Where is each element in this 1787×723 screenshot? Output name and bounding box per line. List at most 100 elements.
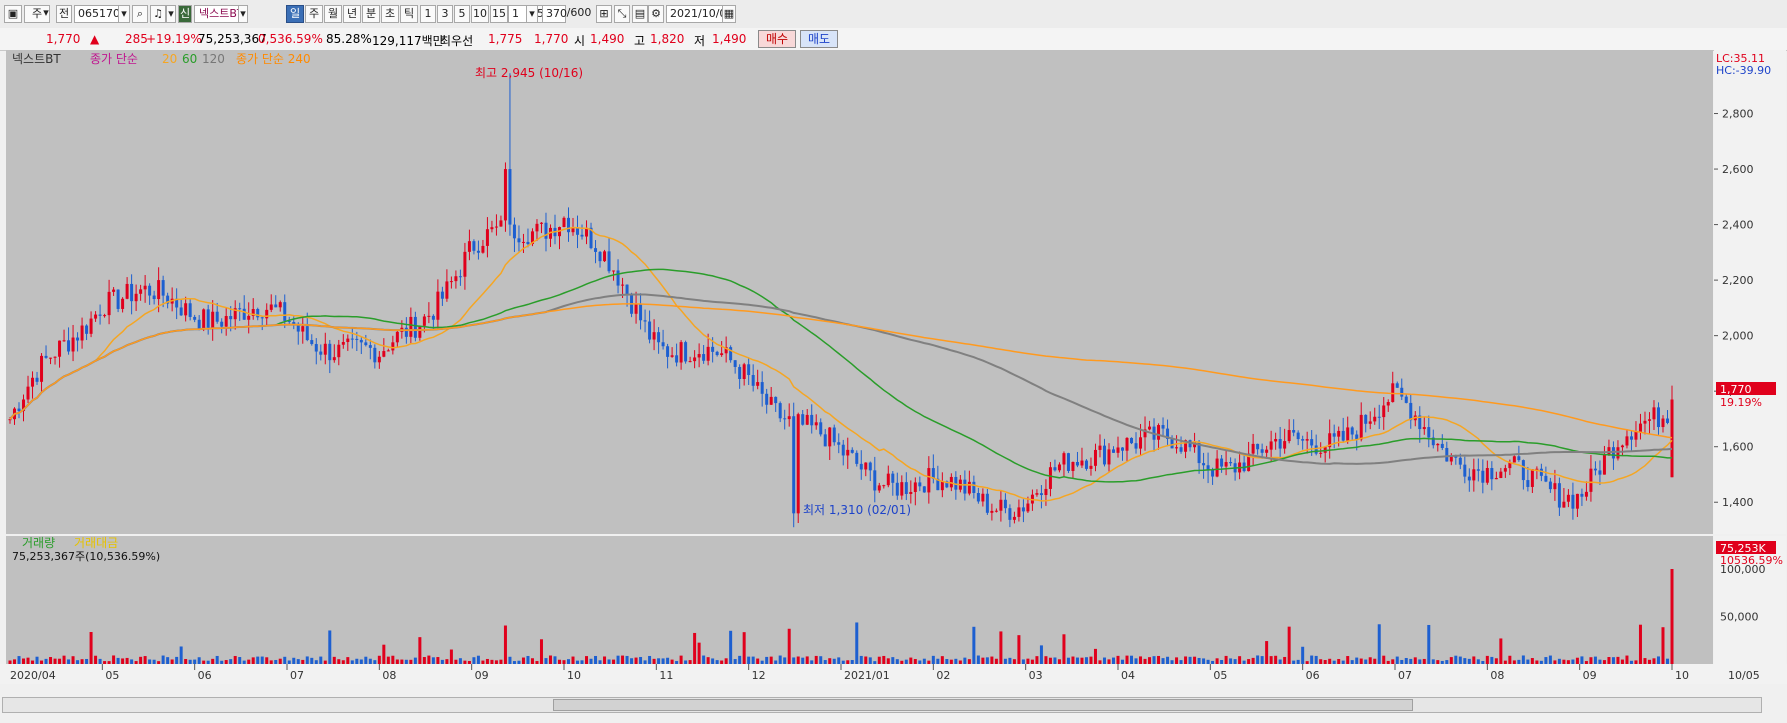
candle <box>427 315 431 317</box>
chevron-down-icon[interactable]: ▾ <box>43 6 49 19</box>
candle <box>787 416 791 420</box>
market-select[interactable]: 주 <box>24 5 50 23</box>
gear-icon[interactable]: ⚙ <box>648 5 664 23</box>
volume-bar <box>1508 655 1512 664</box>
volume-bar <box>823 660 827 664</box>
period-button[interactable]: 주 <box>305 5 323 23</box>
volume-bar <box>1580 656 1584 664</box>
month-label: 06 <box>198 669 212 682</box>
volume-bar <box>418 637 422 664</box>
volume-bar <box>1278 659 1282 664</box>
scroll-thumb[interactable] <box>553 699 1413 711</box>
tool-icon[interactable]: ⤡ <box>614 5 630 23</box>
period-button[interactable]: 월 <box>324 5 342 23</box>
window-icon[interactable]: ▣ <box>4 5 22 23</box>
period-button[interactable]: 년 <box>343 5 361 23</box>
volume-bar <box>49 657 53 664</box>
candle <box>467 241 471 252</box>
candle <box>859 463 863 470</box>
volume-panel <box>6 536 1713 664</box>
period-button[interactable]: 일 <box>286 5 304 23</box>
candle <box>1202 463 1206 466</box>
settings-grid-icon[interactable]: ⊞ <box>596 5 612 23</box>
candle <box>805 414 809 425</box>
code-dropdown[interactable]: ▾ <box>118 5 130 23</box>
candle <box>769 396 773 405</box>
calendar-icon[interactable]: ▦ <box>722 5 736 23</box>
volume-bar <box>981 657 985 664</box>
candle <box>458 276 462 278</box>
step-dropdown[interactable]: ▾ <box>526 5 538 23</box>
volume-bar <box>621 655 625 664</box>
candle <box>940 481 944 491</box>
candle <box>913 482 917 492</box>
sell-button[interactable]: 매도 <box>800 30 838 48</box>
volume-bar <box>413 657 417 664</box>
range-button[interactable]: 전 <box>56 5 72 23</box>
volume-bar <box>521 657 525 664</box>
candle <box>143 285 147 290</box>
candle <box>80 325 84 341</box>
candle <box>1539 468 1543 476</box>
candle <box>1517 456 1521 461</box>
candle <box>1346 427 1350 441</box>
period-button[interactable]: 분 <box>362 5 380 23</box>
candle <box>215 311 219 322</box>
candle <box>1247 453 1251 472</box>
date-input[interactable]: 2021/10/05 <box>666 5 736 23</box>
volume-bar <box>1337 659 1341 664</box>
count-input[interactable]: 370 <box>542 5 567 23</box>
volume-bar <box>251 657 255 664</box>
chart-scrollbar[interactable] <box>2 697 1762 713</box>
candle <box>1427 427 1431 438</box>
volume-bar <box>508 656 512 664</box>
buy-button[interactable]: 매수 <box>758 30 796 48</box>
candle <box>589 227 593 249</box>
step-button[interactable]: 3 <box>437 5 453 23</box>
candle <box>1431 437 1435 446</box>
speaker-icon[interactable]: ♫ <box>150 5 166 23</box>
candle <box>1625 436 1629 446</box>
volume-bar <box>1665 658 1669 664</box>
candle <box>1422 427 1426 430</box>
search-icon[interactable]: ⌕ <box>132 5 148 23</box>
speaker-dropdown[interactable]: ▾ <box>166 5 176 23</box>
candle <box>850 449 854 453</box>
legend-stock-name: 넥스트BT <box>12 52 61 66</box>
legend-ma240: 종가 단순 240 <box>236 52 311 66</box>
step-button[interactable]: 5 <box>454 5 470 23</box>
volume-bar <box>1422 658 1426 664</box>
volume-bar <box>751 656 755 664</box>
candle <box>733 360 737 367</box>
volume-bar <box>400 659 404 664</box>
volume-bar <box>233 655 237 664</box>
price-chart[interactable]: 2,8002,6002,4002,2002,0001,8001,6001,400… <box>0 50 1787 695</box>
name-dropdown[interactable]: ▾ <box>238 5 248 23</box>
step-button[interactable]: 1 <box>420 5 436 23</box>
candle <box>882 485 886 487</box>
candle <box>1535 468 1539 470</box>
save-icon[interactable]: ▤ <box>632 5 648 23</box>
candle <box>891 473 895 483</box>
candle <box>1026 503 1030 512</box>
volume-bar <box>1039 645 1043 664</box>
period-button[interactable]: 초 <box>381 5 399 23</box>
candle <box>814 422 818 426</box>
step-button[interactable]: 10 <box>471 5 489 23</box>
period-button[interactable]: 틱 <box>400 5 418 23</box>
candle <box>810 414 814 426</box>
volume-bar <box>891 657 895 664</box>
volume-bar <box>391 655 395 664</box>
volume-bar <box>188 659 192 664</box>
candle <box>1647 419 1651 421</box>
volume-bar <box>1062 634 1066 664</box>
candle <box>107 291 111 316</box>
volume-bar <box>922 658 926 664</box>
step-button[interactable]: 15 <box>490 5 508 23</box>
volume-bar <box>476 655 480 664</box>
volume-bar <box>404 659 408 664</box>
candle <box>184 303 188 316</box>
volume-bar <box>31 660 35 664</box>
candle <box>1463 464 1467 477</box>
